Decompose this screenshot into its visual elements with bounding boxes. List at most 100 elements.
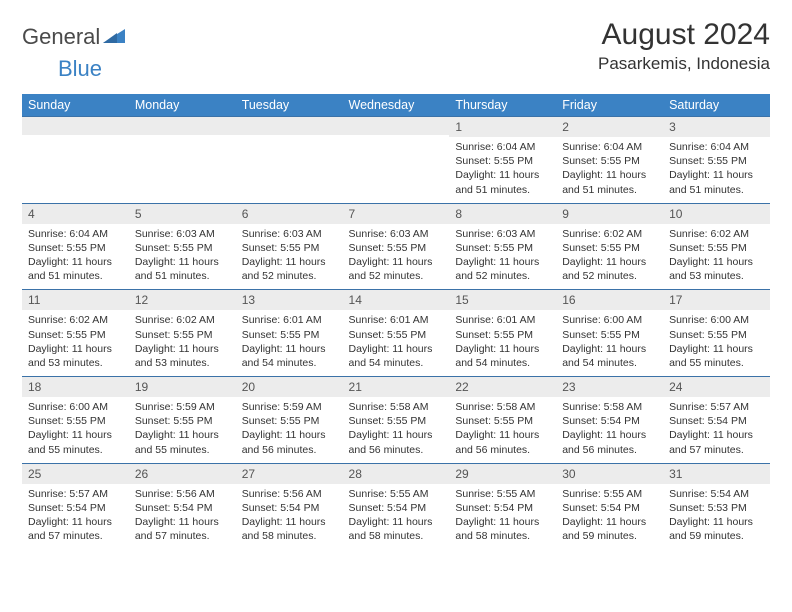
day-number: 26 bbox=[129, 464, 236, 484]
col-header: Wednesday bbox=[343, 94, 450, 117]
calendar-week-row: 11Sunrise: 6:02 AMSunset: 5:55 PMDayligh… bbox=[22, 290, 770, 377]
day-number: 25 bbox=[22, 464, 129, 484]
day-line: Daylight: 11 hours bbox=[135, 428, 230, 442]
day-line: Sunset: 5:55 PM bbox=[28, 328, 123, 342]
day-line: and 54 minutes. bbox=[349, 356, 444, 370]
day-line: and 51 minutes. bbox=[135, 269, 230, 283]
day-line: Daylight: 11 hours bbox=[28, 255, 123, 269]
day-line: Sunset: 5:53 PM bbox=[669, 501, 764, 515]
day-data: Sunrise: 6:02 AMSunset: 5:55 PMDaylight:… bbox=[22, 310, 129, 376]
day-data: Sunrise: 6:00 AMSunset: 5:55 PMDaylight:… bbox=[556, 310, 663, 376]
day-data: Sunrise: 5:57 AMSunset: 5:54 PMDaylight:… bbox=[663, 397, 770, 463]
day-line: Sunrise: 5:58 AM bbox=[455, 400, 550, 414]
day-data: Sunrise: 5:59 AMSunset: 5:55 PMDaylight:… bbox=[236, 397, 343, 463]
calendar-cell: 20Sunrise: 5:59 AMSunset: 5:55 PMDayligh… bbox=[236, 377, 343, 464]
day-line: Sunset: 5:55 PM bbox=[669, 154, 764, 168]
day-line: Sunrise: 5:55 AM bbox=[455, 487, 550, 501]
day-number: 5 bbox=[129, 204, 236, 224]
day-line: and 55 minutes. bbox=[135, 443, 230, 457]
day-line: Sunset: 5:55 PM bbox=[242, 414, 337, 428]
day-data: Sunrise: 6:01 AMSunset: 5:55 PMDaylight:… bbox=[343, 310, 450, 376]
day-line: Sunset: 5:55 PM bbox=[135, 414, 230, 428]
day-line: Sunset: 5:55 PM bbox=[135, 328, 230, 342]
day-data: Sunrise: 5:56 AMSunset: 5:54 PMDaylight:… bbox=[236, 484, 343, 550]
calendar-cell: 18Sunrise: 6:00 AMSunset: 5:55 PMDayligh… bbox=[22, 377, 129, 464]
day-line: Sunrise: 6:03 AM bbox=[349, 227, 444, 241]
logo-triangle-icon bbox=[103, 27, 125, 48]
day-line: Sunrise: 5:57 AM bbox=[669, 400, 764, 414]
day-line: Sunset: 5:55 PM bbox=[669, 328, 764, 342]
day-line: and 55 minutes. bbox=[669, 356, 764, 370]
day-number: 19 bbox=[129, 377, 236, 397]
calendar-cell: 16Sunrise: 6:00 AMSunset: 5:55 PMDayligh… bbox=[556, 290, 663, 377]
day-number: 22 bbox=[449, 377, 556, 397]
day-number: 20 bbox=[236, 377, 343, 397]
day-line: Daylight: 11 hours bbox=[242, 255, 337, 269]
day-data: Sunrise: 6:04 AMSunset: 5:55 PMDaylight:… bbox=[22, 224, 129, 290]
day-line: Sunrise: 5:58 AM bbox=[562, 400, 657, 414]
day-line: Sunset: 5:55 PM bbox=[562, 154, 657, 168]
day-data: Sunrise: 6:04 AMSunset: 5:55 PMDaylight:… bbox=[449, 137, 556, 203]
day-data: Sunrise: 5:57 AMSunset: 5:54 PMDaylight:… bbox=[22, 484, 129, 550]
day-line: Daylight: 11 hours bbox=[455, 255, 550, 269]
day-number bbox=[343, 117, 450, 135]
day-line: and 57 minutes. bbox=[669, 443, 764, 457]
day-data: Sunrise: 5:56 AMSunset: 5:54 PMDaylight:… bbox=[129, 484, 236, 550]
day-line: Sunset: 5:55 PM bbox=[455, 414, 550, 428]
day-number: 27 bbox=[236, 464, 343, 484]
day-line: Daylight: 11 hours bbox=[562, 515, 657, 529]
day-line: Sunrise: 6:01 AM bbox=[455, 313, 550, 327]
day-line: Sunrise: 5:55 AM bbox=[349, 487, 444, 501]
calendar-cell bbox=[22, 117, 129, 204]
day-line: and 55 minutes. bbox=[28, 443, 123, 457]
day-line: and 59 minutes. bbox=[669, 529, 764, 543]
day-line: Daylight: 11 hours bbox=[28, 342, 123, 356]
day-line: and 56 minutes. bbox=[349, 443, 444, 457]
day-number: 7 bbox=[343, 204, 450, 224]
day-line: and 56 minutes. bbox=[242, 443, 337, 457]
col-header: Tuesday bbox=[236, 94, 343, 117]
day-line: Sunrise: 6:03 AM bbox=[242, 227, 337, 241]
day-number: 24 bbox=[663, 377, 770, 397]
day-number: 17 bbox=[663, 290, 770, 310]
day-data: Sunrise: 6:00 AMSunset: 5:55 PMDaylight:… bbox=[22, 397, 129, 463]
calendar-week-row: 18Sunrise: 6:00 AMSunset: 5:55 PMDayligh… bbox=[22, 377, 770, 464]
day-number: 12 bbox=[129, 290, 236, 310]
day-line: and 56 minutes. bbox=[455, 443, 550, 457]
day-line: and 53 minutes. bbox=[135, 356, 230, 370]
day-line: Sunrise: 6:01 AM bbox=[242, 313, 337, 327]
day-line: Sunset: 5:55 PM bbox=[28, 414, 123, 428]
day-line: Daylight: 11 hours bbox=[562, 255, 657, 269]
calendar-cell: 24Sunrise: 5:57 AMSunset: 5:54 PMDayligh… bbox=[663, 377, 770, 464]
day-line: Daylight: 11 hours bbox=[242, 428, 337, 442]
calendar-cell: 23Sunrise: 5:58 AMSunset: 5:54 PMDayligh… bbox=[556, 377, 663, 464]
calendar-cell: 4Sunrise: 6:04 AMSunset: 5:55 PMDaylight… bbox=[22, 203, 129, 290]
day-line: Sunrise: 5:54 AM bbox=[669, 487, 764, 501]
calendar-header-row: Sunday Monday Tuesday Wednesday Thursday… bbox=[22, 94, 770, 117]
day-data: Sunrise: 6:02 AMSunset: 5:55 PMDaylight:… bbox=[129, 310, 236, 376]
day-data: Sunrise: 5:58 AMSunset: 5:54 PMDaylight:… bbox=[556, 397, 663, 463]
day-line: Daylight: 11 hours bbox=[562, 342, 657, 356]
calendar-cell: 13Sunrise: 6:01 AMSunset: 5:55 PMDayligh… bbox=[236, 290, 343, 377]
day-line: Sunset: 5:55 PM bbox=[562, 328, 657, 342]
day-line: and 53 minutes. bbox=[28, 356, 123, 370]
calendar-cell bbox=[343, 117, 450, 204]
day-line: and 58 minutes. bbox=[242, 529, 337, 543]
day-data: Sunrise: 5:58 AMSunset: 5:55 PMDaylight:… bbox=[343, 397, 450, 463]
day-line: Sunrise: 6:03 AM bbox=[135, 227, 230, 241]
calendar-cell: 11Sunrise: 6:02 AMSunset: 5:55 PMDayligh… bbox=[22, 290, 129, 377]
day-line: Daylight: 11 hours bbox=[455, 515, 550, 529]
day-line: Sunset: 5:54 PM bbox=[28, 501, 123, 515]
calendar-cell: 28Sunrise: 5:55 AMSunset: 5:54 PMDayligh… bbox=[343, 463, 450, 549]
month-title: August 2024 bbox=[598, 18, 770, 52]
logo-text-gray: General bbox=[22, 24, 100, 50]
day-line: and 51 minutes. bbox=[562, 183, 657, 197]
day-data: Sunrise: 6:02 AMSunset: 5:55 PMDaylight:… bbox=[556, 224, 663, 290]
day-number: 6 bbox=[236, 204, 343, 224]
day-line: and 54 minutes. bbox=[562, 356, 657, 370]
calendar-cell: 25Sunrise: 5:57 AMSunset: 5:54 PMDayligh… bbox=[22, 463, 129, 549]
day-line: and 52 minutes. bbox=[455, 269, 550, 283]
day-data: Sunrise: 6:03 AMSunset: 5:55 PMDaylight:… bbox=[449, 224, 556, 290]
day-line: Daylight: 11 hours bbox=[28, 428, 123, 442]
logo-text-blue: Blue bbox=[58, 56, 102, 81]
